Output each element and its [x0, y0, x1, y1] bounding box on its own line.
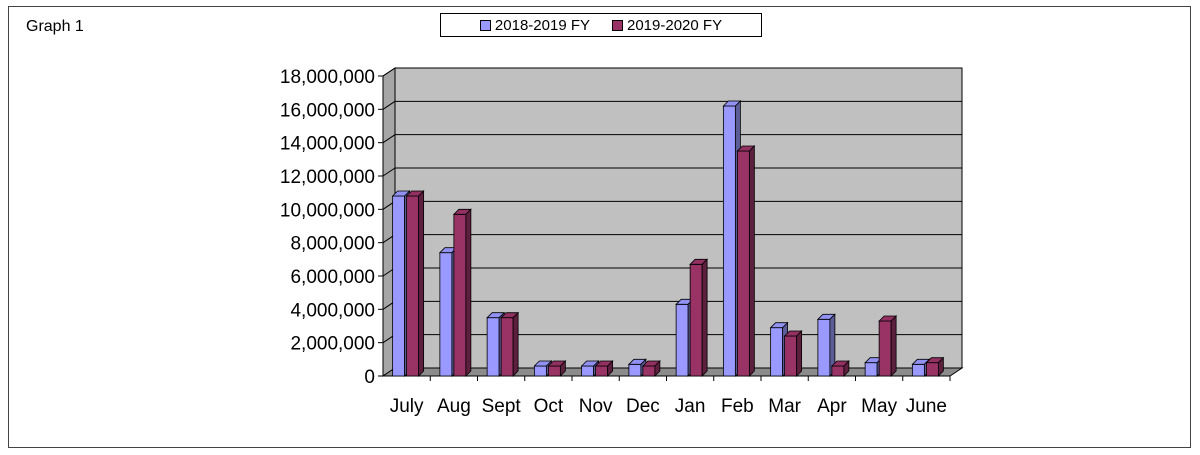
- bar-series-2-feb: [736, 150, 750, 377]
- x-tick-label-july: July: [390, 396, 424, 417]
- graph-label: Graph 1: [26, 18, 84, 35]
- x-tick-label-jan: Jan: [675, 396, 706, 417]
- bar-series-2-nov: [595, 365, 609, 377]
- y-tick-label: 0: [364, 367, 375, 388]
- y-tick-label: 6,000,000: [290, 267, 375, 288]
- x-tick-label-oct: Oct: [534, 396, 564, 417]
- gridline-side: [382, 67, 396, 77]
- legend-swatch-series-1: [479, 19, 491, 31]
- bar-side-series-2-july: [418, 190, 425, 377]
- bar-series-1-feb: [722, 105, 736, 377]
- bar-side-series-2-mar: [796, 330, 803, 377]
- bar-series-1-jan: [675, 303, 689, 377]
- bar-side-series-2-may: [890, 315, 897, 377]
- y-tick-label: 2,000,000: [290, 334, 375, 355]
- y-tick-label: 8,000,000: [290, 234, 375, 255]
- bar-series-2-may: [878, 320, 892, 377]
- bar-series-1-june: [911, 363, 925, 377]
- bar-side-series-2-feb: [748, 145, 755, 377]
- bar-side-series-2-june: [937, 356, 944, 377]
- legend-item-series-2: 2019-2020 FY: [612, 17, 722, 34]
- bar-series-1-sept: [486, 317, 500, 377]
- bar-series-1-dec: [628, 363, 642, 377]
- gridline-side: [382, 134, 396, 144]
- x-tick-label-sept: Sept: [482, 396, 522, 417]
- x-tick-label-may: May: [861, 396, 897, 417]
- gridline-side: [382, 167, 396, 177]
- bar-series-1-oct: [533, 365, 547, 377]
- bar-series-2-aug: [453, 213, 467, 377]
- y-tick-label: 10,000,000: [280, 200, 375, 221]
- bar-side-series-2-sept: [512, 311, 519, 377]
- bar-series-2-july: [406, 195, 420, 377]
- x-tick-label-nov: Nov: [579, 396, 613, 417]
- legend-item-series-1: 2018-2019 FY: [479, 16, 590, 34]
- bar-side-series-2-dec: [654, 360, 661, 377]
- bar-series-1-nov: [581, 365, 595, 377]
- x-tick-label-feb: Feb: [721, 396, 754, 417]
- bar-side-series-2-aug: [465, 208, 472, 377]
- x-tick-label-mar: Mar: [768, 396, 801, 417]
- bar-series-2-dec: [642, 365, 656, 377]
- bar-series-1-july: [392, 195, 406, 377]
- legend-label-series-2: 2019-2020 FY: [627, 16, 723, 34]
- bar-series-2-june: [925, 362, 939, 377]
- bar-series-1-aug: [439, 252, 453, 377]
- x-tick-label-dec: Dec: [626, 396, 660, 417]
- bar-series-2-apr: [831, 365, 845, 377]
- legend: 2018-2019 FY 2019-2020 FY: [440, 13, 762, 37]
- bar-series-1-apr: [817, 318, 831, 377]
- bar-series-2-sept: [500, 317, 514, 377]
- bar-series-2-jan: [689, 263, 703, 377]
- y-tick-label: 16,000,000: [280, 100, 375, 121]
- bar-series-1-may: [864, 362, 878, 377]
- bar-side-series-2-apr: [843, 360, 850, 377]
- chart-frame: [8, 6, 1191, 448]
- bar-side-series-2-jan: [701, 258, 708, 377]
- bar-series-2-oct: [547, 365, 561, 377]
- y-tick-label: 12,000,000: [280, 167, 375, 188]
- bar-side-series-2-oct: [559, 360, 566, 377]
- bar-series-2-mar: [784, 335, 798, 377]
- bar-side-series-2-nov: [607, 360, 614, 377]
- legend-swatch-series-2: [612, 19, 623, 31]
- gridline-side: [382, 100, 396, 110]
- y-tick-label: 18,000,000: [280, 67, 375, 88]
- legend-label-series-1: 2018-2019 FY: [494, 16, 590, 34]
- x-tick-label-june: June: [906, 396, 947, 417]
- y-tick-label: 4,000,000: [290, 300, 375, 321]
- y-tick-label: 14,000,000: [280, 134, 375, 155]
- x-tick-label-aug: Aug: [437, 396, 471, 417]
- x-tick-label-apr: Apr: [817, 396, 847, 417]
- bar-series-1-mar: [770, 327, 784, 377]
